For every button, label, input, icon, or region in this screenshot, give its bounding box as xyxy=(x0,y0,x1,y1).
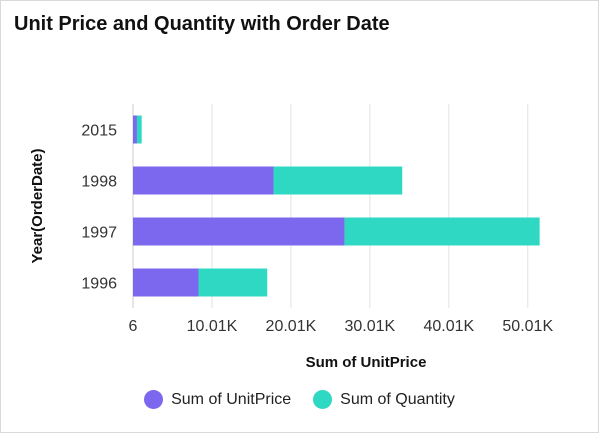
bar-quantity-1996 xyxy=(198,268,268,297)
y-axis-title: Year(OrderDate) xyxy=(29,148,46,263)
legend-swatch-icon xyxy=(144,390,164,409)
bar-quantity-2015 xyxy=(136,115,142,144)
y-tick-label: 1997 xyxy=(81,225,117,242)
y-tick-label: 1996 xyxy=(81,276,117,293)
legend-item-quantity[interactable]: Sum of Quantity xyxy=(313,390,455,409)
x-tick-label: 20.01K xyxy=(266,318,317,335)
bar-unitprice-1997 xyxy=(133,217,345,246)
legend-label: Sum of Quantity xyxy=(340,390,455,408)
bar-unitprice-1998 xyxy=(133,166,274,195)
x-tick-label: 50.01K xyxy=(502,318,553,335)
chart-legend: Sum of UnitPrice Sum of Quantity xyxy=(0,390,599,409)
bar-quantity-1997 xyxy=(344,217,540,246)
bar-unitprice-2015 xyxy=(133,115,137,144)
legend-swatch-icon xyxy=(313,390,333,409)
chart-title: Unit Price and Quantity with Order Date xyxy=(14,13,390,35)
legend-label: Sum of UnitPrice xyxy=(171,390,292,408)
legend-item-unitprice[interactable]: Sum of UnitPrice xyxy=(144,390,291,409)
bar-unitprice-1996 xyxy=(133,268,199,297)
bar-quantity-1998 xyxy=(273,166,403,195)
x-tick-label: 10.01K xyxy=(187,318,238,335)
x-axis-title: Sum of UnitPrice xyxy=(306,354,427,371)
x-tick-label: 40.01K xyxy=(423,318,474,335)
x-tick-label: 6 xyxy=(129,318,138,335)
y-tick-label: 2015 xyxy=(81,123,117,140)
x-tick-label: 30.01K xyxy=(345,318,396,335)
y-tick-label: 1998 xyxy=(81,174,117,191)
